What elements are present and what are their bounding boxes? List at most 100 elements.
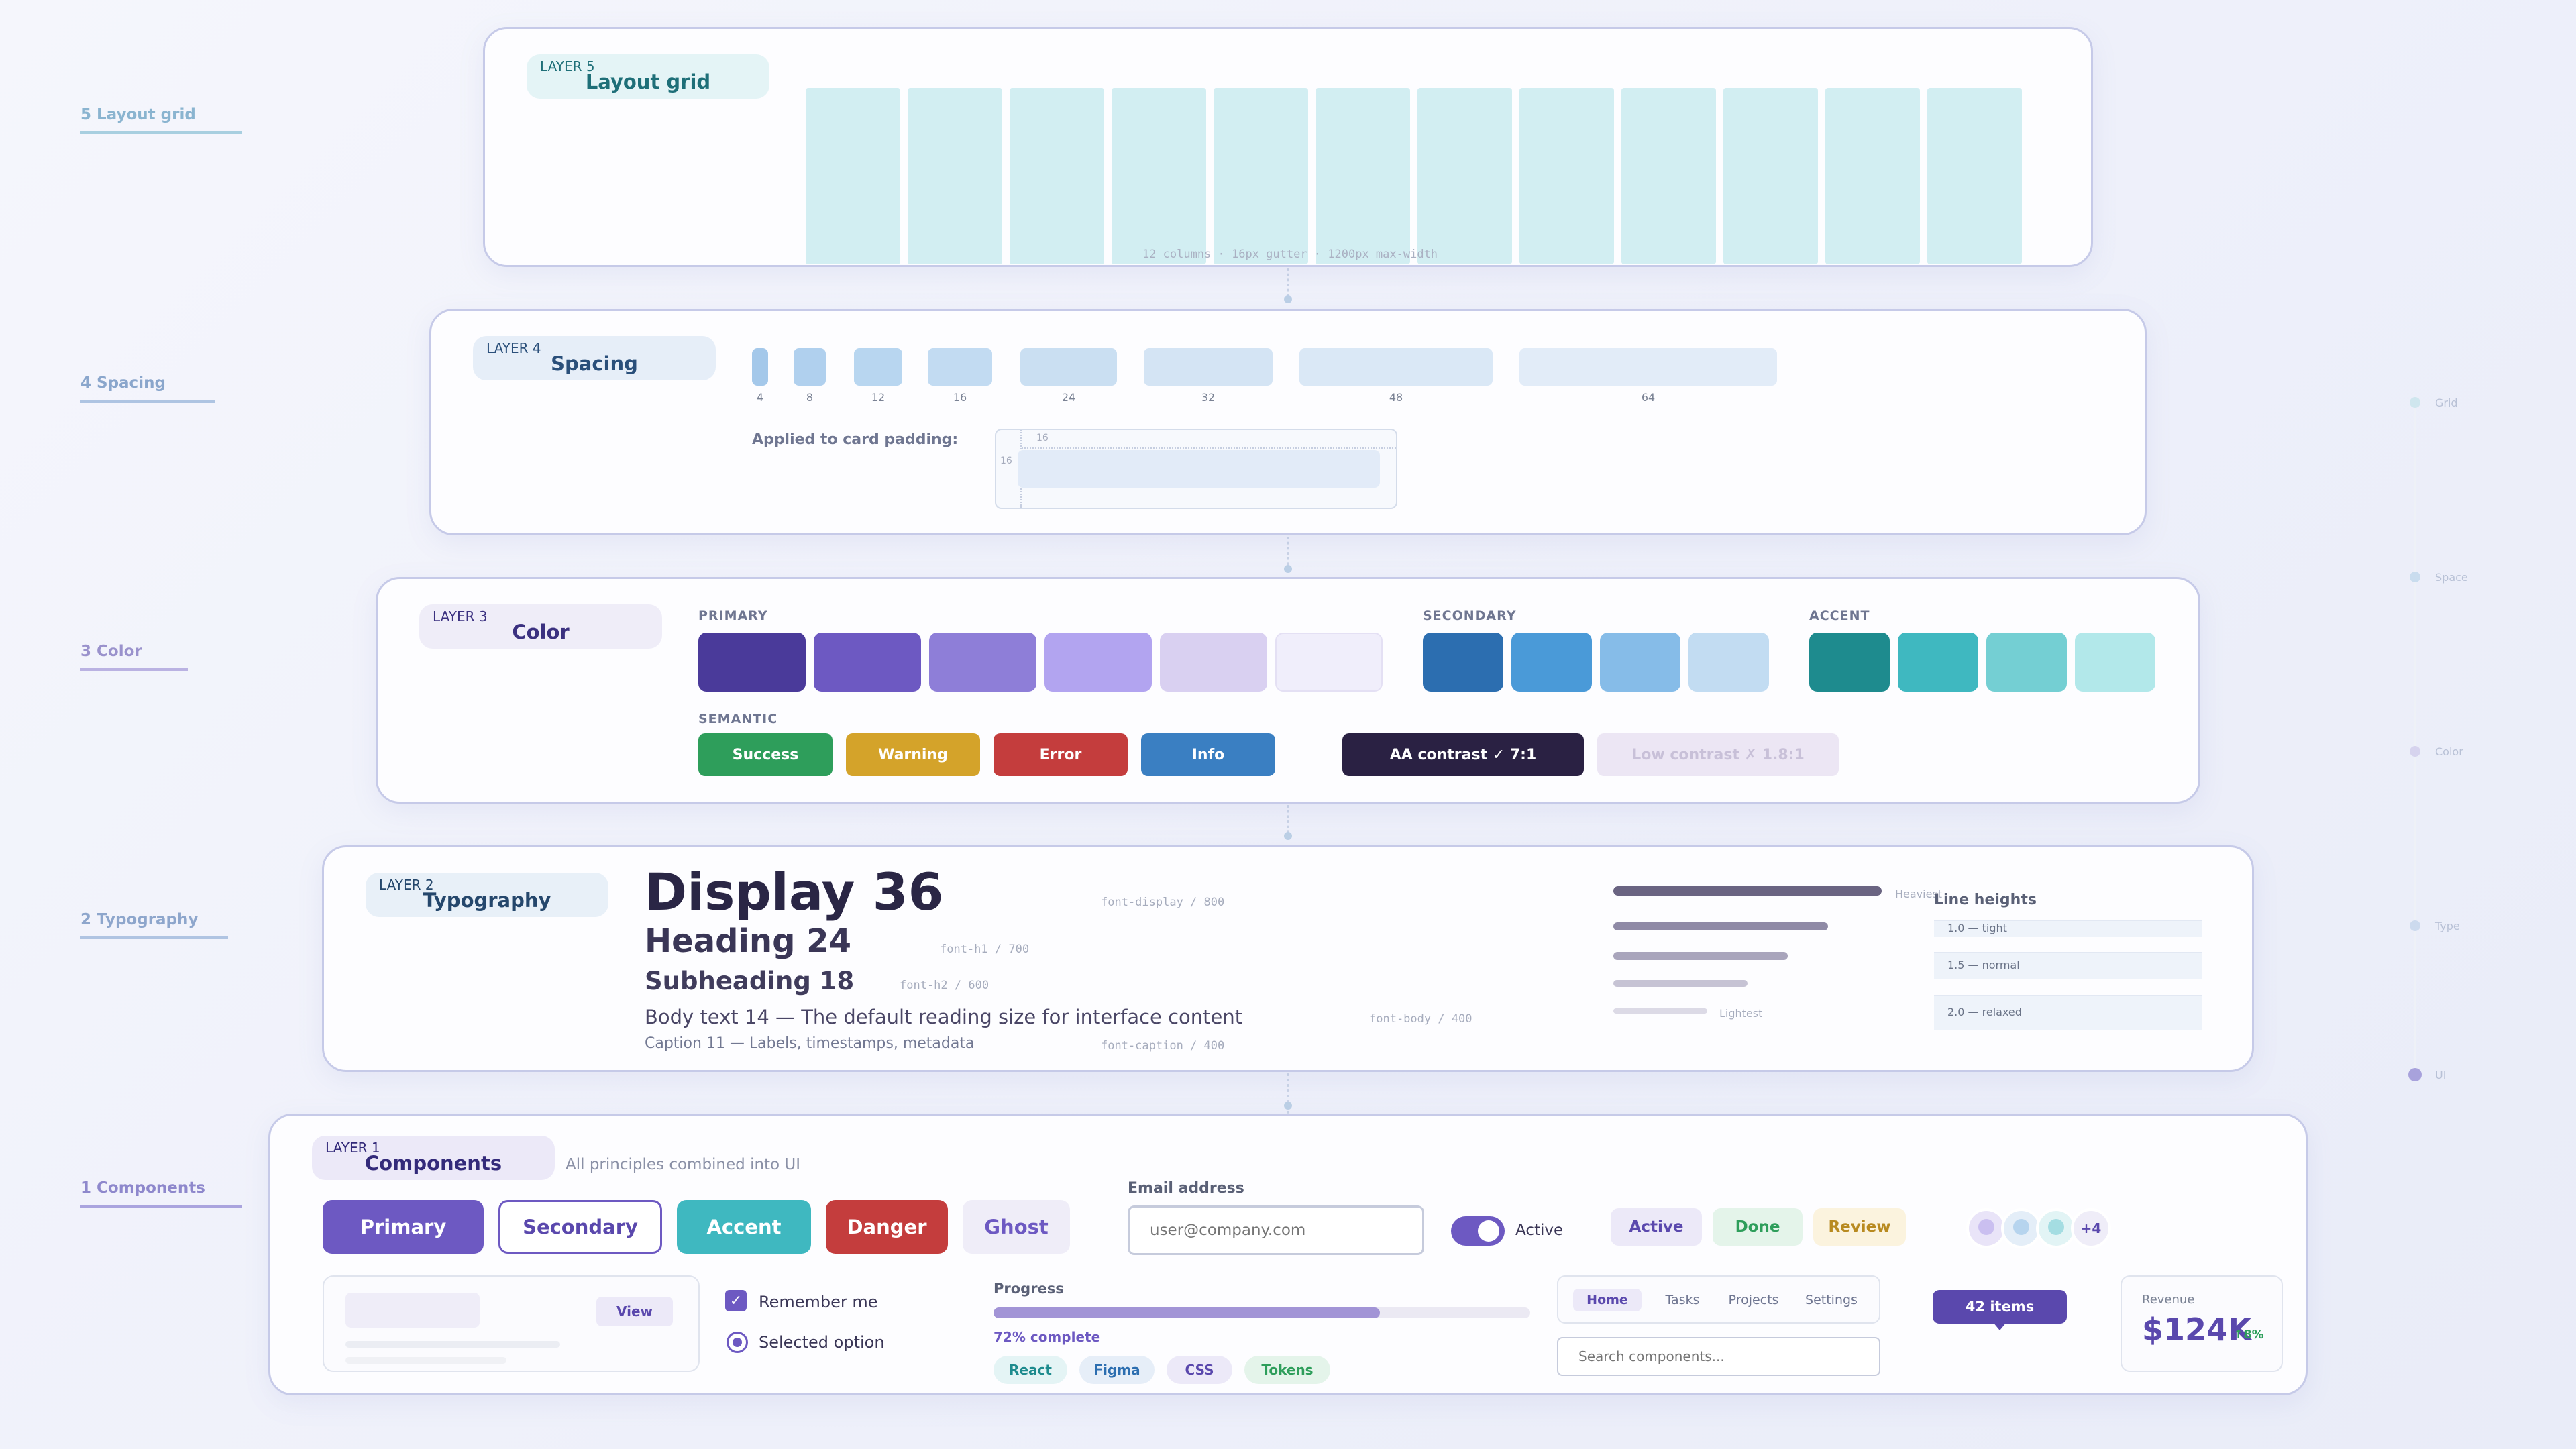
primary-button[interactable]: Primary bbox=[323, 1200, 484, 1254]
accent-swatch[interactable] bbox=[2075, 633, 2155, 692]
accent-swatch[interactable] bbox=[1809, 633, 1890, 692]
right-nav-label-grid[interactable]: Grid bbox=[2435, 396, 2458, 409]
remember-checkbox[interactable]: ✓ bbox=[725, 1290, 747, 1311]
connector-dot bbox=[1284, 1102, 1292, 1110]
spacing-label-32: 32 bbox=[1201, 391, 1216, 404]
sidebar-label-spacing[interactable]: 4 Spacing bbox=[80, 374, 215, 402]
right-nav-dot-space[interactable] bbox=[2410, 572, 2420, 582]
padding-guide-top bbox=[1022, 430, 1396, 449]
primary-swatch[interactable] bbox=[1160, 633, 1267, 692]
search-input[interactable] bbox=[1557, 1337, 1880, 1376]
line-heights-title: Line heights bbox=[1934, 892, 2037, 908]
email-field[interactable] bbox=[1128, 1205, 1424, 1255]
accent-button[interactable]: Accent bbox=[677, 1200, 811, 1254]
sidebar-label-color[interactable]: 3 Color bbox=[80, 643, 188, 671]
primary-swatch[interactable] bbox=[1044, 633, 1152, 692]
chip-css[interactable]: CSS bbox=[1167, 1356, 1232, 1384]
secondary-button[interactable]: Secondary bbox=[498, 1200, 662, 1254]
sidebar-label-components[interactable]: 1 Components bbox=[80, 1179, 241, 1208]
type-body: Body text 14 — The default reading size … bbox=[645, 1006, 1243, 1028]
layer-tag: LAYER 4 Spacing bbox=[473, 336, 716, 380]
right-nav-dot-color[interactable] bbox=[2410, 746, 2420, 757]
status-badge-review: Review bbox=[1813, 1208, 1906, 1246]
tab-home[interactable]: Home bbox=[1573, 1289, 1642, 1311]
spacing-bar-8 bbox=[794, 348, 826, 386]
right-nav-label-space[interactable]: Space bbox=[2435, 571, 2468, 584]
selected-radio[interactable] bbox=[727, 1332, 748, 1353]
active-toggle[interactable] bbox=[1451, 1216, 1505, 1246]
secondary-swatch[interactable] bbox=[1423, 633, 1503, 692]
spacing-bar-32 bbox=[1144, 348, 1273, 386]
spacing-bar-12 bbox=[854, 348, 902, 386]
avatar[interactable] bbox=[2001, 1208, 2041, 1248]
primary-swatch[interactable] bbox=[929, 633, 1036, 692]
card-line bbox=[345, 1341, 560, 1348]
secondary-swatch[interactable] bbox=[1688, 633, 1769, 692]
layer-number: LAYER 3 bbox=[433, 608, 488, 625]
tab-tasks[interactable]: Tasks bbox=[1665, 1293, 1700, 1307]
applied-label: Applied to card padding: bbox=[752, 431, 959, 448]
layer-tag: LAYER 3 Color bbox=[419, 604, 662, 649]
tab-settings[interactable]: Settings bbox=[1805, 1293, 1858, 1307]
ghost-button[interactable]: Ghost bbox=[963, 1200, 1070, 1254]
connector-line bbox=[1287, 537, 1289, 570]
secondary-palette-title: SECONDARY bbox=[1423, 608, 1517, 623]
spacing-bar-48 bbox=[1299, 348, 1493, 386]
primary-swatch[interactable] bbox=[814, 633, 921, 692]
grid-caption: 12 columns · 16px gutter · 1200px max-wi… bbox=[1142, 248, 1438, 261]
chip-react[interactable]: React bbox=[994, 1356, 1067, 1384]
chip-figma[interactable]: Figma bbox=[1079, 1356, 1155, 1384]
grid-column bbox=[806, 88, 900, 264]
connector-line bbox=[1287, 268, 1289, 302]
sidebar-label-layout-grid[interactable]: 5 Layout grid bbox=[80, 106, 241, 134]
right-nav-dot-type[interactable] bbox=[2410, 920, 2420, 931]
type-display-spec: font-display / 800 bbox=[1101, 896, 1225, 909]
tooltip: 42 items bbox=[1933, 1290, 2067, 1324]
primary-swatch[interactable] bbox=[698, 633, 806, 692]
right-nav-dot-grid[interactable] bbox=[2410, 397, 2420, 408]
weight-heaviest-label: Heaviest bbox=[1895, 888, 1943, 900]
status-badge-active: Active bbox=[1611, 1208, 1702, 1246]
secondary-swatch[interactable] bbox=[1511, 633, 1592, 692]
right-nav-label-color[interactable]: Color bbox=[2435, 745, 2463, 758]
spacing-bar-4 bbox=[752, 348, 768, 386]
avatar-more[interactable]: +4 bbox=[2071, 1208, 2111, 1248]
right-nav-label-ui[interactable]: UI bbox=[2435, 1069, 2447, 1081]
layer-components: LAYER 1 Components All principles combin… bbox=[268, 1114, 2308, 1395]
connector-dot bbox=[1284, 832, 1292, 840]
view-button[interactable]: View bbox=[596, 1297, 673, 1326]
right-nav-label-type[interactable]: Type bbox=[2435, 920, 2460, 932]
tab-projects[interactable]: Projects bbox=[1728, 1293, 1779, 1307]
accent-swatch[interactable] bbox=[1898, 633, 1978, 692]
sidebar-label-typography[interactable]: 2 Typography bbox=[80, 911, 228, 939]
spacing-label-48: 48 bbox=[1389, 391, 1403, 404]
secondary-swatch[interactable] bbox=[1600, 633, 1680, 692]
type-heading-spec: font-h1 / 700 bbox=[940, 943, 1030, 956]
tab-bar: Home Tasks Projects Settings bbox=[1557, 1275, 1880, 1324]
primary-swatch[interactable] bbox=[1275, 633, 1383, 692]
grid-column bbox=[1112, 88, 1206, 264]
tooltip-arrow bbox=[1993, 1322, 2006, 1330]
layer-title: Typography bbox=[423, 889, 551, 912]
weight-lightest-label: Lightest bbox=[1719, 1007, 1763, 1020]
connector-line bbox=[1287, 805, 1289, 839]
avatar[interactable] bbox=[1966, 1208, 2006, 1248]
line-height-normal: 1.5 — normal bbox=[1934, 952, 2202, 979]
spacing-bar-16 bbox=[928, 348, 992, 386]
type-body-spec: font-body / 400 bbox=[1369, 1012, 1472, 1026]
contrast-good-sample: AA contrast ✓ 7:1 bbox=[1342, 733, 1584, 776]
avatar-dot bbox=[1978, 1219, 1994, 1235]
danger-button[interactable]: Danger bbox=[826, 1200, 948, 1254]
avatar[interactable] bbox=[2036, 1208, 2076, 1248]
type-caption-spec: font-caption / 400 bbox=[1101, 1039, 1225, 1053]
layer-title: Layout grid bbox=[585, 70, 711, 93]
chip-tokens[interactable]: Tokens bbox=[1244, 1356, 1330, 1384]
email-label: Email address bbox=[1128, 1180, 1244, 1197]
accent-swatch[interactable] bbox=[1986, 633, 2067, 692]
revenue-delta: ↑8% bbox=[2233, 1328, 2264, 1342]
semantic-palette-title: SEMANTIC bbox=[698, 712, 778, 727]
layer-color: LAYER 3 Color PRIMARY SECONDARY ACCENT S… bbox=[376, 577, 2200, 804]
spacing-label-64: 64 bbox=[1641, 391, 1656, 404]
layer-title: Components bbox=[364, 1152, 502, 1175]
right-nav-dot-ui[interactable] bbox=[2408, 1068, 2422, 1081]
